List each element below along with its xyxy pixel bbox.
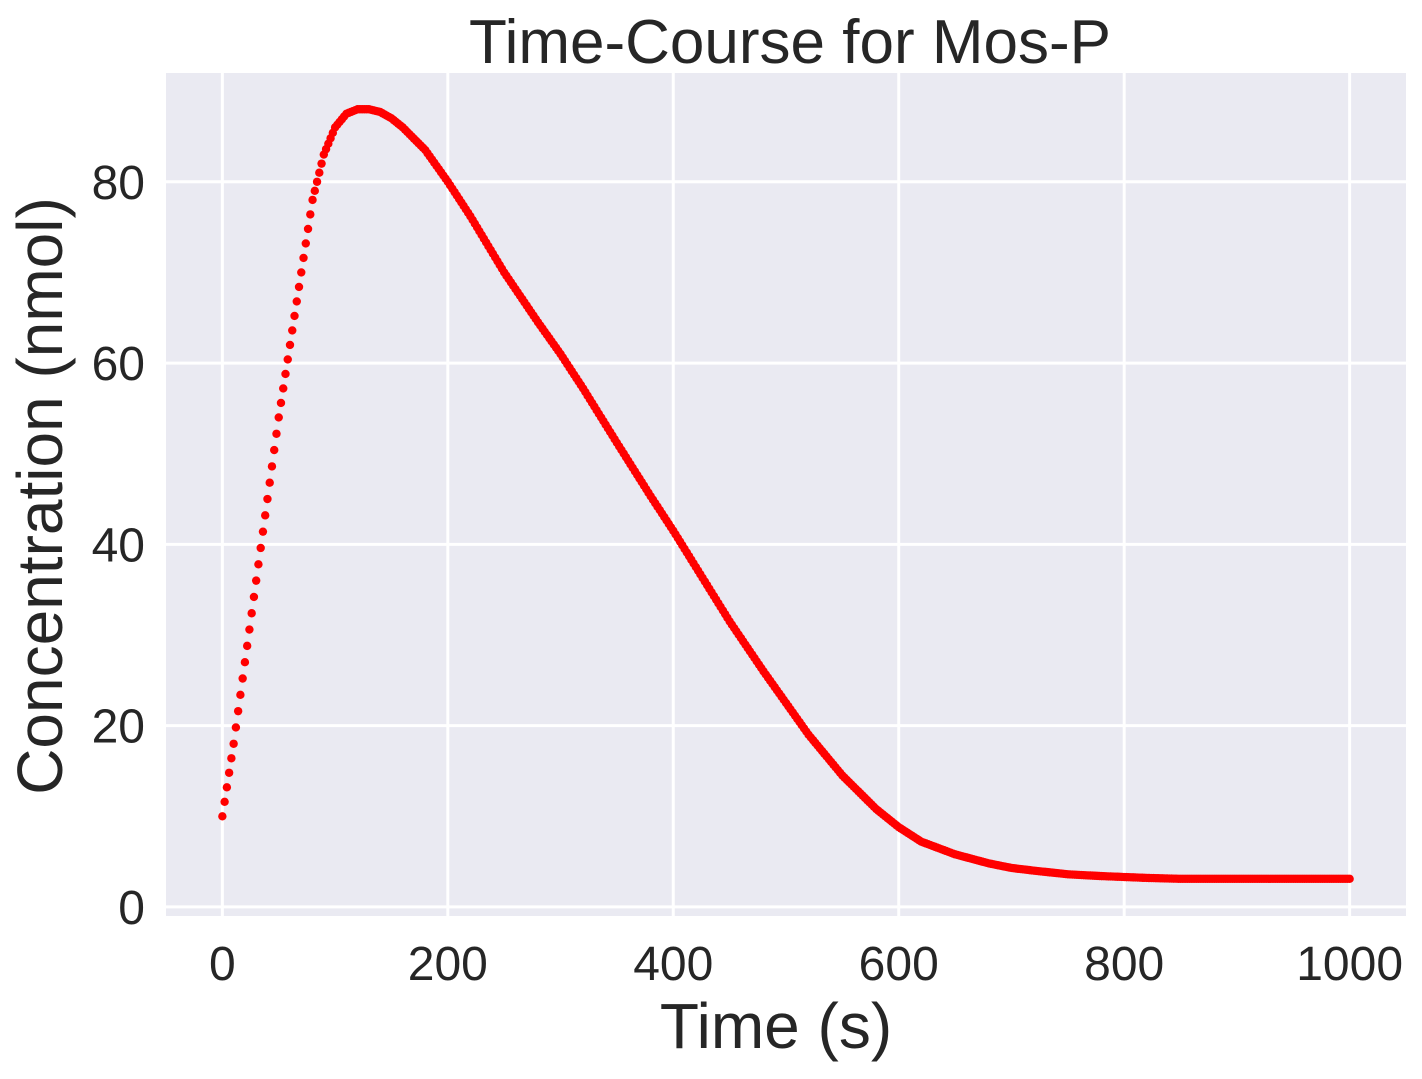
data-point bbox=[306, 210, 315, 219]
data-point bbox=[231, 723, 241, 732]
data-point bbox=[312, 177, 322, 186]
data-point bbox=[297, 268, 306, 277]
data-point bbox=[308, 195, 317, 205]
series-points bbox=[218, 105, 1354, 884]
x-tick-label: 400 bbox=[633, 938, 713, 991]
data-point bbox=[258, 527, 268, 536]
data-point bbox=[281, 369, 290, 379]
data-point bbox=[238, 674, 247, 683]
data-point bbox=[267, 462, 277, 471]
data-point bbox=[251, 576, 261, 585]
data-point bbox=[229, 739, 238, 748]
data-point bbox=[249, 592, 259, 602]
data-point bbox=[261, 511, 270, 520]
x-tick-label: 800 bbox=[1084, 938, 1164, 991]
data-point bbox=[279, 384, 288, 393]
data-point bbox=[220, 797, 229, 806]
data-point bbox=[310, 186, 319, 196]
data-point bbox=[227, 754, 236, 763]
data-point bbox=[303, 224, 313, 234]
data-point bbox=[265, 478, 274, 487]
data-point bbox=[256, 543, 265, 553]
data-point bbox=[294, 282, 304, 292]
y-tick-label: 20 bbox=[92, 701, 145, 754]
data-point bbox=[236, 690, 245, 700]
plot-background bbox=[166, 73, 1406, 916]
grid bbox=[166, 73, 1406, 916]
x-tick-label: 1000 bbox=[1296, 938, 1403, 991]
y-axis-label: Concentration (nmol) bbox=[4, 197, 76, 795]
data-point bbox=[274, 413, 283, 422]
x-axis-label: Time (s) bbox=[660, 990, 892, 1062]
x-tick-label: 0 bbox=[209, 938, 236, 991]
data-point bbox=[290, 311, 299, 321]
tick-labels: 0 200 400 600 800 1000 0 20 40 60 80 bbox=[92, 157, 1403, 991]
data-point bbox=[242, 641, 252, 651]
data-point bbox=[315, 168, 324, 177]
data-point bbox=[1345, 874, 1354, 884]
data-point bbox=[292, 297, 301, 306]
data-point bbox=[301, 239, 310, 248]
data-point bbox=[283, 355, 292, 364]
y-tick-label: 40 bbox=[92, 519, 145, 572]
data-point bbox=[299, 253, 308, 263]
data-point bbox=[218, 812, 227, 821]
data-point bbox=[233, 706, 243, 716]
data-point bbox=[222, 783, 232, 792]
y-tick-label: 60 bbox=[92, 338, 145, 391]
x-tick-label: 200 bbox=[408, 938, 488, 991]
x-tick-label: 600 bbox=[859, 938, 939, 991]
data-point bbox=[317, 159, 326, 168]
data-point bbox=[224, 768, 234, 777]
data-point bbox=[270, 445, 279, 455]
data-point bbox=[288, 326, 297, 335]
data-point bbox=[285, 340, 295, 350]
chart-title: Time-Course for Mos-P bbox=[469, 8, 1111, 77]
y-tick-label: 0 bbox=[118, 882, 145, 935]
data-point bbox=[272, 429, 281, 438]
data-point bbox=[276, 398, 286, 408]
data-point bbox=[247, 609, 256, 618]
y-tick-label: 80 bbox=[92, 157, 145, 210]
data-point bbox=[240, 657, 250, 667]
data-point bbox=[263, 494, 272, 504]
data-point bbox=[245, 625, 254, 634]
data-point bbox=[254, 560, 263, 569]
